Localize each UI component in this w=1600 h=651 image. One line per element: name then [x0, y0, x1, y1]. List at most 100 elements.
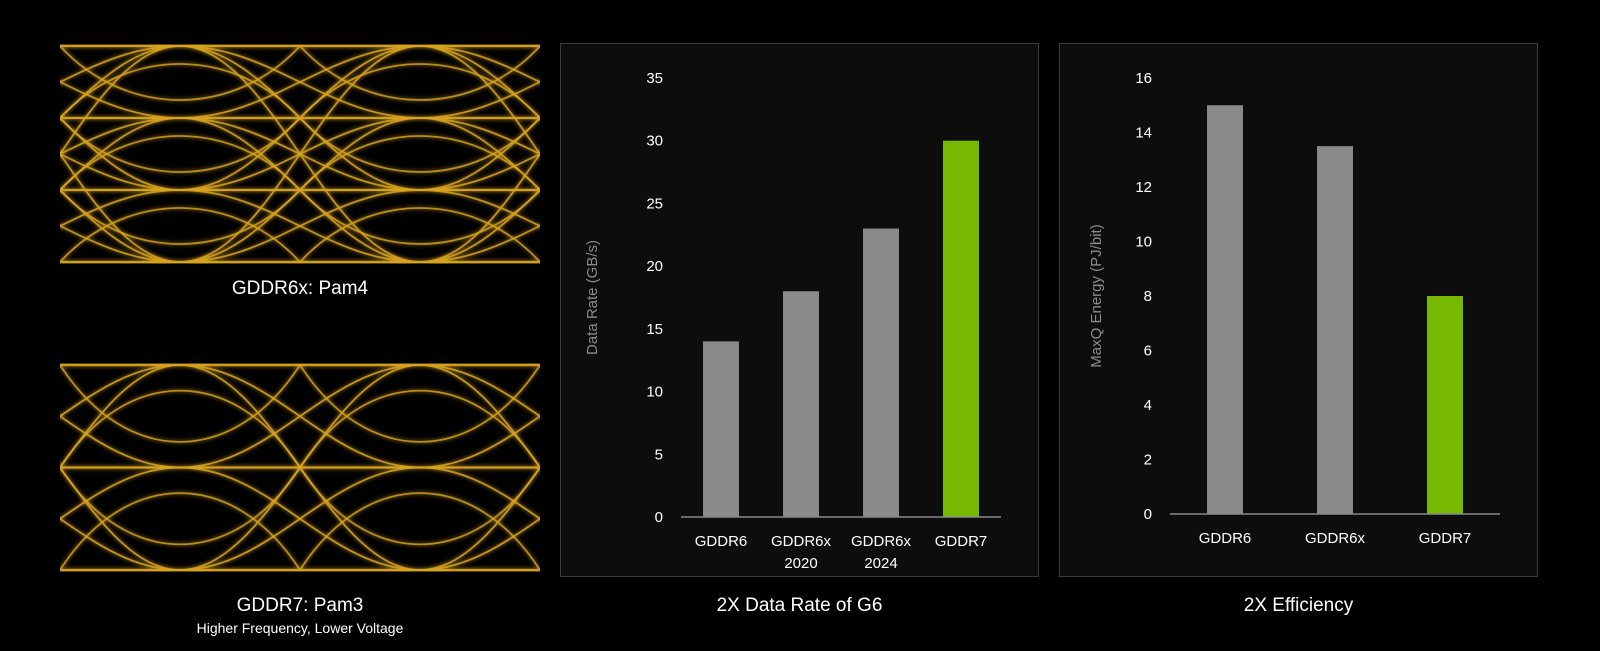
- data-rate-ytick-label: 30: [646, 133, 663, 150]
- data-rate-ytick-label: 0: [655, 509, 663, 526]
- efficiency-ytick-label: 8: [1144, 288, 1152, 305]
- data-rate-bar: [943, 140, 979, 517]
- pam3-transition-curve: [419, 466, 540, 520]
- pam3-eye-arc: [60, 389, 301, 468]
- data-rate-category-label: GDDR6x: [771, 533, 832, 550]
- efficiency-caption: 2X Efficiency: [1243, 595, 1354, 616]
- pam4-transition-curve: [419, 225, 540, 263]
- pam3-transition-curve: [60, 415, 181, 469]
- pam4-transition-curve: [179, 45, 421, 263]
- pam3-subcaption: Higher Frequency, Lower Voltage: [196, 620, 404, 636]
- pam4-transition-curve: [60, 152, 181, 263]
- pam4-transition-curve: [419, 45, 540, 120]
- pam3-eye-arc: [60, 364, 301, 443]
- data-rate-bar: [863, 228, 899, 517]
- efficiency-ytick-label: 4: [1144, 397, 1152, 414]
- data-rate-ytick-label: 5: [655, 446, 663, 463]
- pam4-eye-arc: [299, 117, 540, 173]
- pam4-eye-diagram: [60, 44, 540, 264]
- pam3-transition-curve: [419, 517, 540, 571]
- pam4-transition-curve: [60, 189, 181, 227]
- pam3-transition-curve: [60, 517, 181, 571]
- pam4-eye-arc: [299, 45, 540, 101]
- pam3-eye-arc: [60, 467, 301, 546]
- efficiency-ytick-label: 0: [1144, 506, 1152, 523]
- pam4-caption: GDDR6x: Pam4: [231, 278, 369, 299]
- pam4-eye-arc: [299, 135, 540, 191]
- data-rate-category-label: GDDR6: [695, 533, 748, 550]
- data-rate-category-label: 2024: [864, 555, 897, 572]
- pam4-eye-arc: [60, 189, 301, 245]
- efficiency-chart: MaxQ Energy (PJ/bit) 0 2 4 6 8 10 12 14 16 GDDR6 GD…: [1088, 70, 1500, 547]
- pam4-transition-curve: [419, 116, 540, 191]
- pam3-transition-curve: [60, 364, 181, 470]
- pam3-transition-curve: [60, 465, 181, 571]
- pam4-transition-curve: [60, 45, 181, 120]
- pam4-transition-curve: [60, 45, 181, 83]
- data-rate-category-label: GDDR7: [935, 533, 988, 550]
- pam3-eye-arc: [299, 364, 540, 443]
- pam3-traces: [60, 363, 540, 572]
- pam4-transition-curve: [60, 116, 181, 191]
- data-rate-chart: Data Rate (GB/s) 0 5 10 15 20 25 30 35 GDDR6 GDDR6…: [584, 70, 1001, 572]
- efficiency-category-label: GDDR6x: [1305, 530, 1366, 547]
- pam4-transition-curve: [60, 45, 181, 156]
- pam4-eye-arc: [299, 207, 540, 263]
- data-rate-ylabel: Data Rate (GB/s): [584, 240, 601, 355]
- pam3-eye-arc: [299, 389, 540, 468]
- pam3-transition-curve: [179, 466, 421, 571]
- efficiency-ytick-label: 12: [1135, 179, 1152, 196]
- data-rate-category-label: 2020: [784, 555, 817, 572]
- efficiency-category-label: GDDR7: [1419, 530, 1472, 547]
- pam3-eye-arc: [299, 467, 540, 546]
- efficiency-bar: [1317, 146, 1353, 514]
- data-rate-ytick-label: 25: [646, 195, 663, 212]
- pam4-transition-curve: [60, 225, 181, 263]
- efficiency-chart-panel: MaxQ Energy (PJ/bit) 0 2 4 6 8 10 12 14 16 GDDR6 GD…: [1059, 43, 1538, 577]
- pam3-caption: GDDR7: Pam3: [236, 595, 364, 616]
- efficiency-ylabel: MaxQ Energy (PJ/bit): [1088, 224, 1105, 367]
- data-rate-bar: [703, 341, 739, 517]
- pam3-eye-arc: [60, 492, 301, 571]
- pam4-eye-arc: [60, 117, 301, 173]
- pam4-transition-curve: [60, 117, 181, 155]
- pam3-eye-diagram: [60, 363, 540, 572]
- efficiency-bar: [1207, 105, 1243, 514]
- data-rate-ytick-label: 10: [646, 384, 663, 401]
- pam4-transition-curve: [419, 189, 540, 227]
- pam4-eye-arc: [299, 63, 540, 119]
- pam3-transition-curve: [419, 415, 540, 469]
- pam4-transition-curve: [419, 45, 540, 156]
- efficiency-ytick-label: 14: [1135, 125, 1152, 142]
- data-rate-category-label: GDDR6x: [851, 533, 912, 550]
- pam3-transition-curve: [60, 364, 181, 418]
- pam4-eye-arc: [60, 135, 301, 191]
- pam4-transition-curve: [419, 81, 540, 119]
- pam4-transition-curve: [419, 45, 540, 83]
- pam4-transition-curve: [179, 45, 421, 119]
- pam3-transition-curve: [60, 466, 181, 520]
- efficiency-ytick-label: 16: [1135, 70, 1152, 87]
- efficiency-bar: [1427, 296, 1463, 514]
- efficiency-ytick-label: 2: [1144, 452, 1152, 469]
- data-rate-caption: 2X Data Rate of G6: [716, 595, 883, 616]
- data-rate-bar: [783, 291, 819, 517]
- pam3-transition-curve: [419, 465, 540, 571]
- pam4-transition-curve: [60, 81, 181, 119]
- pam4-transition-curve: [419, 117, 540, 192]
- efficiency-ytick-label: 6: [1144, 343, 1152, 360]
- pam4-eye-arc: [60, 207, 301, 263]
- pam4-transition-curve: [60, 188, 181, 263]
- efficiency-ytick-label: 10: [1135, 234, 1152, 251]
- pam4-eye-arc: [60, 63, 301, 119]
- efficiency-category-label: GDDR6: [1199, 530, 1252, 547]
- pam4-traces: [60, 44, 540, 264]
- pam4-transition-curve: [419, 117, 540, 155]
- data-rate-ytick-label: 35: [646, 70, 663, 87]
- data-rate-ytick-label: 20: [646, 258, 663, 275]
- pam4-transition-curve: [419, 152, 540, 263]
- data-rate-ytick-label: 15: [646, 321, 663, 338]
- pam4-transition-curve: [179, 189, 421, 263]
- data-rate-chart-panel: Data Rate (GB/s) 0 5 10 15 20 25 30 35 GDDR6 GDDR6…: [560, 43, 1039, 577]
- pam4-eye-arc: [299, 189, 540, 245]
